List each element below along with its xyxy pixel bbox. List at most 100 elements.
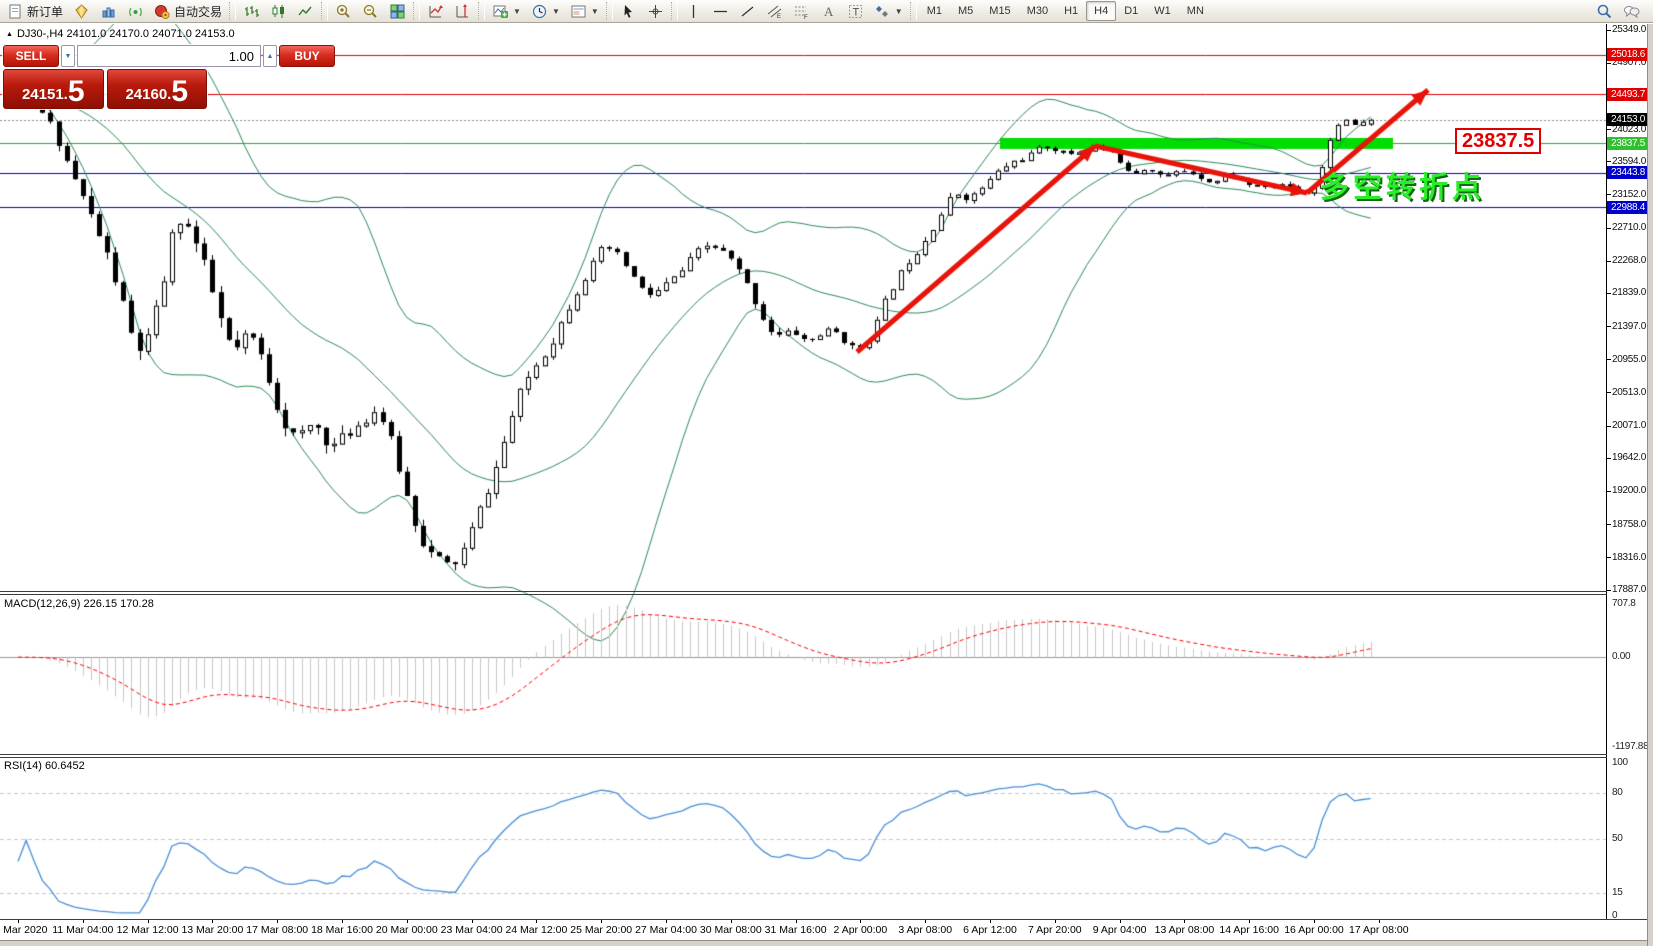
rsi-scale-tick: 15: [1612, 886, 1623, 898]
zoom-in-icon: [335, 3, 352, 20]
candlestick-mode-button[interactable]: [265, 1, 292, 21]
auto-trading-icon: [154, 3, 171, 20]
add-indicator-button[interactable]: ▼: [487, 1, 526, 21]
dropdown-caret-icon[interactable]: ▼: [894, 6, 903, 16]
tile-windows-button[interactable]: [384, 1, 411, 21]
tf-m5[interactable]: M5: [958, 5, 974, 17]
arrows-icon: [874, 3, 891, 20]
buy-price-int: 24160: [125, 86, 168, 103]
date-axis-tick: [277, 920, 279, 923]
date-label: 12 Mar 12:00: [116, 924, 179, 936]
signals-button[interactable]: [122, 1, 149, 21]
template-icon: [570, 3, 587, 20]
arrows-button[interactable]: ▼: [869, 1, 908, 21]
date-axis-tick: [795, 920, 797, 923]
zoom-out-button[interactable]: [357, 1, 384, 21]
tf-h4[interactable]: H4: [1086, 1, 1117, 21]
dropdown-caret-icon[interactable]: ▼: [513, 6, 521, 16]
text-icon: A: [820, 3, 837, 20]
market-watch-button[interactable]: [95, 1, 122, 21]
text-button[interactable]: A: [815, 1, 842, 21]
rsi-scale-tick: 80: [1612, 787, 1623, 799]
fibonacci-icon: F: [793, 3, 810, 20]
chart-shift-button[interactable]: [449, 1, 476, 21]
period-button[interactable]: ▼: [526, 1, 565, 21]
date-label: 30 Mar 08:00: [699, 924, 762, 936]
price-scale-tick: 17887.0: [1606, 584, 1647, 595]
price-level-label: 22988.4: [1607, 200, 1647, 214]
price-scale-tick: 20071.0: [1606, 420, 1647, 432]
lot-increase-button[interactable]: ▲: [263, 45, 277, 67]
auto-scroll-button[interactable]: [422, 1, 449, 21]
price-level-label: 23837.5: [1607, 136, 1647, 150]
level-price-label[interactable]: 23837.5: [1455, 128, 1542, 154]
price-scale[interactable]: 25349.0 24907.0 24023.0 23594.0 23152.0 22710…: [1606, 24, 1649, 921]
sell-button[interactable]: SELL: [3, 45, 59, 67]
price-scale-tick: 18316.0: [1606, 551, 1647, 563]
zoom-out-icon: [362, 3, 379, 20]
text-label-button[interactable]: T: [842, 1, 869, 21]
price-scale-tick: 22710.0: [1606, 222, 1647, 234]
date-label: 27 Mar 04:00: [635, 924, 697, 936]
date-label: 2 Apr 00:00: [833, 924, 888, 936]
buy-price-box[interactable]: 24160. 5: [106, 69, 207, 109]
scale-separator[interactable]: [1606, 24, 1607, 919]
date-axis-tick: [730, 920, 732, 923]
search-icon: [1596, 3, 1613, 20]
lot-size-input[interactable]: [77, 45, 261, 67]
tf-d1[interactable]: D1: [1124, 5, 1139, 17]
price-level-label: 24493.7: [1607, 87, 1647, 101]
macd-panel-divider-line: [0, 594, 1647, 595]
rsi-scale-tick: 0: [1612, 910, 1618, 921]
auto-scroll-icon: [427, 3, 444, 20]
dropdown-caret-icon[interactable]: ▼: [551, 6, 560, 16]
horizontal-line-button[interactable]: [707, 1, 734, 21]
crosshair-button[interactable]: [642, 1, 669, 21]
date-axis-tick: [212, 920, 214, 923]
date-label: 17 Mar 08:00: [246, 924, 309, 936]
zoom-in-button[interactable]: [330, 1, 357, 21]
auto-trading-button[interactable]: 自动交易: [149, 1, 227, 21]
toolbar-group: E F A T ▼: [680, 0, 908, 22]
tf-w1[interactable]: W1: [1154, 5, 1171, 17]
date-label: 20 Mar 00:00: [375, 924, 438, 936]
buy-button[interactable]: BUY: [279, 45, 335, 67]
vertical-line-button[interactable]: [680, 1, 707, 21]
dropdown-caret-icon[interactable]: ▼: [590, 6, 599, 16]
line-chart-mode-button[interactable]: [292, 1, 319, 21]
price-chart-canvas[interactable]: [0, 24, 1607, 919]
macd-indicator-label: MACD(12,26,9) 226.15 170.28: [4, 598, 154, 610]
turning-point-annotation[interactable]: 多空转折点: [1320, 172, 1486, 204]
chat-button[interactable]: [1618, 1, 1645, 21]
date-label: 3 Apr 08:00: [898, 924, 953, 936]
trend-line-button[interactable]: [734, 1, 761, 21]
date-label: 6 Apr 12:00: [963, 924, 1017, 936]
search-button[interactable]: [1591, 1, 1618, 21]
metaeditor-button[interactable]: [68, 1, 95, 21]
symbol-ohlc-text: DJ30-,H4 24101.0 24170.0 24071.0 24153.0: [16, 28, 235, 40]
new-order-button[interactable]: 新订单: [2, 1, 68, 21]
tf-m30[interactable]: M30: [1026, 5, 1049, 17]
macd-panel-divider[interactable]: [0, 591, 1647, 592]
equidistant-channel-button[interactable]: E: [761, 1, 788, 21]
collapse-triangle-icon[interactable]: ▲: [6, 30, 13, 38]
auto-trading-button-label: 自动交易: [174, 4, 223, 19]
tf-m1[interactable]: M1: [926, 5, 942, 17]
price-scale-tick: 23594.0: [1606, 155, 1647, 167]
lot-decrease-button[interactable]: ▼: [61, 45, 75, 67]
sell-price-box[interactable]: 24151. 5: [3, 69, 104, 109]
rsi-panel-divider[interactable]: [0, 754, 1647, 755]
bar-chart-mode-button[interactable]: [238, 1, 265, 21]
tf-mn[interactable]: MN: [1186, 5, 1204, 17]
template-button[interactable]: ▼: [565, 1, 604, 21]
toolbar-separator: [229, 2, 237, 20]
cursor-button[interactable]: [615, 1, 642, 21]
fibonacci-button[interactable]: F: [788, 1, 815, 21]
tf-h1[interactable]: H1: [1064, 5, 1079, 17]
price-scale-tick: 24907.0: [1606, 57, 1647, 69]
window-edge-right: [1647, 24, 1653, 946]
period-icon: [531, 3, 548, 20]
tf-m15[interactable]: M15: [989, 5, 1011, 17]
